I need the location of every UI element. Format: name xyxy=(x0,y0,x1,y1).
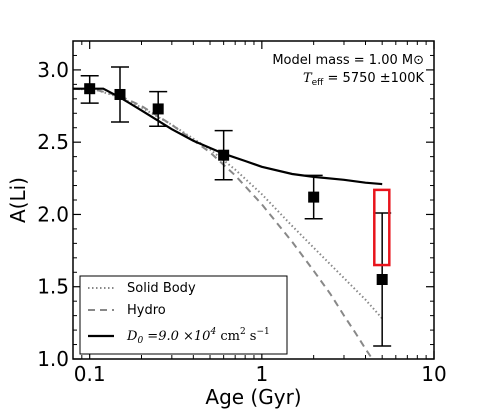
data-point-2 xyxy=(152,103,164,115)
data-point-3 xyxy=(218,149,230,161)
x-tick-label-1: 1 xyxy=(255,362,268,386)
legend-label-hydro: Hydro xyxy=(127,303,166,318)
x-axis-label: Age (Gyr) xyxy=(205,385,301,409)
y-tick-label-3: 2.5 xyxy=(37,130,69,154)
model-mass-annotation: Model mass = 1.00 M⊙ xyxy=(272,53,424,68)
diffusion-units-exponent: 2 xyxy=(240,327,246,337)
legend-box xyxy=(79,275,288,355)
y-tick-label-0: 1.0 xyxy=(37,347,69,371)
diffusion-subscript: 0 xyxy=(137,336,143,346)
highlight-box xyxy=(373,188,391,267)
x-tick-label-0: 0.1 xyxy=(74,362,106,386)
data-point-1 xyxy=(114,88,126,100)
ticks-layer: 0.1 1 10 1.0 1.5 2.0 2.5 3.0 xyxy=(37,41,447,386)
data-point-0 xyxy=(84,83,96,95)
data-point-5 xyxy=(376,274,388,285)
diffusion-units-tail: s xyxy=(246,329,257,344)
highlight-layer xyxy=(373,188,391,267)
observations-layer xyxy=(80,66,392,347)
legend-label-diffusion: D0 =9.0 ×104 cm2 s−1 xyxy=(126,327,270,346)
teff-value: = 5750 ±100K xyxy=(323,71,424,86)
y-tick-label-1: 1.5 xyxy=(37,275,69,299)
diffusion-exponent: 4 xyxy=(209,327,216,337)
x-tick-label-2: 10 xyxy=(421,362,446,386)
diffusion-value: =9.0 ×10 xyxy=(143,329,210,344)
teff-subscript: eff xyxy=(312,78,325,88)
y-axis-label: A(Li) xyxy=(6,177,30,223)
teff-symbol: T xyxy=(303,71,313,86)
diffusion-units-tail-exponent: −1 xyxy=(256,327,269,337)
diffusion-symbol: D xyxy=(126,329,138,344)
data-point-4 xyxy=(308,191,320,203)
teff-annotation: Teff = 5750 ±100K xyxy=(303,71,425,88)
legend-label-solid-body: Solid Body xyxy=(127,281,196,296)
diffusion-units: cm xyxy=(216,329,240,344)
legend: Solid Body Hydro D0 =9.0 ×104 cm2 s−1 xyxy=(79,275,288,355)
y-tick-label-4: 3.0 xyxy=(37,58,69,82)
y-tick-label-2: 2.0 xyxy=(37,202,69,226)
